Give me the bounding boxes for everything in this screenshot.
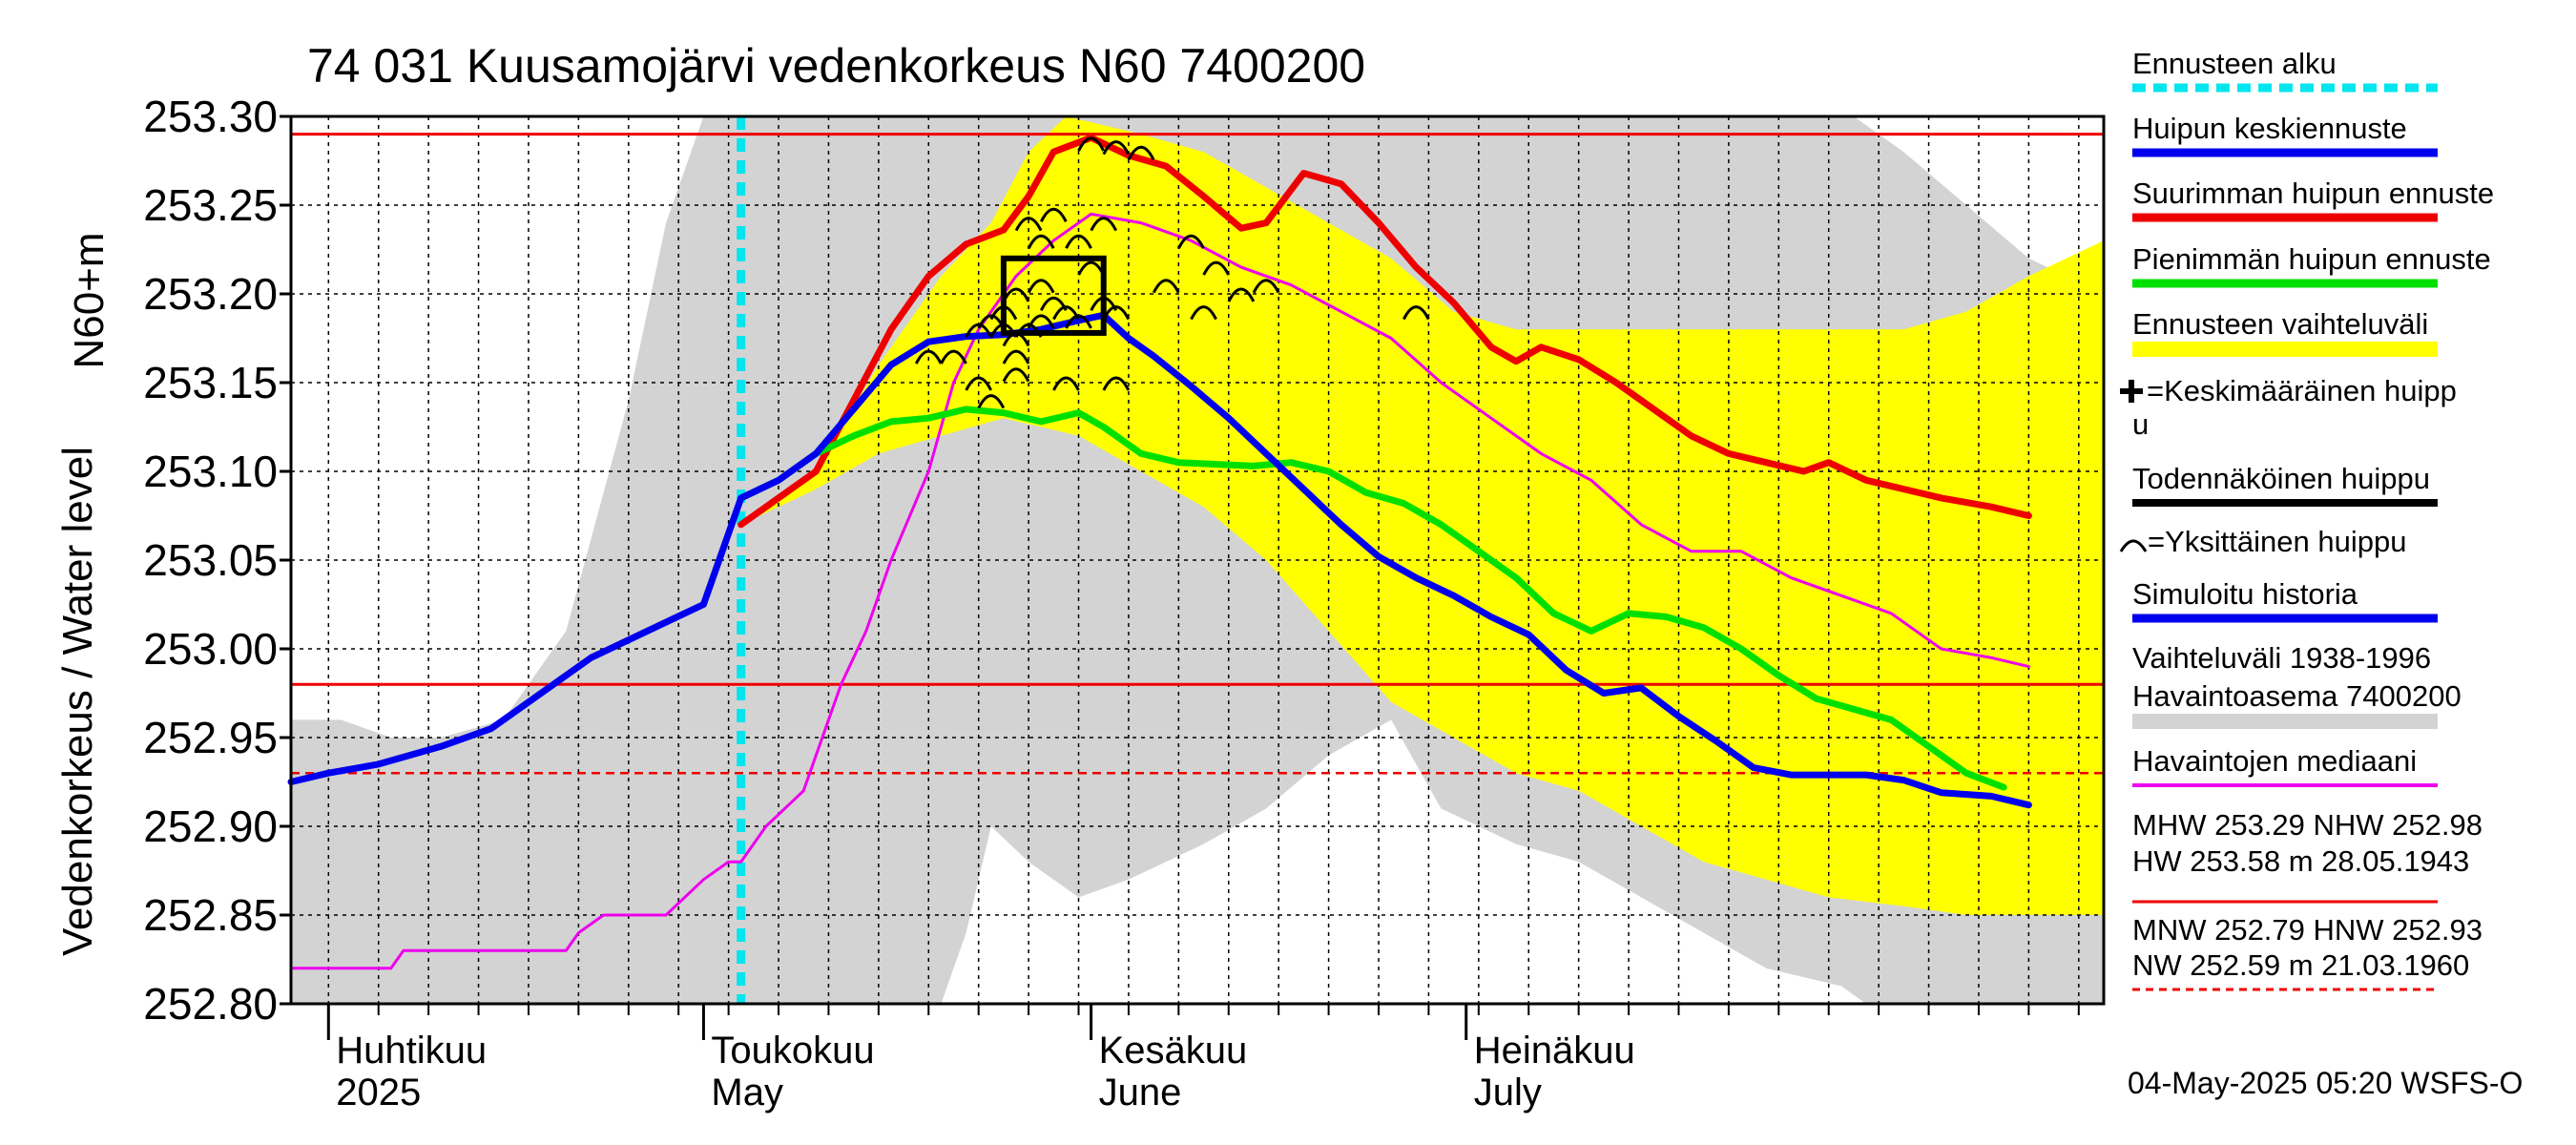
y-axis-label: Vedenkorkeus / Water level bbox=[54, 447, 101, 956]
series-line-havaintojen-mediaani bbox=[289, 212, 2030, 970]
y-tick-label: 253.15 bbox=[143, 358, 278, 407]
legend-label-mhw-nhw: MHW 253.29 NHW 252.98 bbox=[2132, 808, 2483, 842]
individual-peak-marker bbox=[1190, 305, 1217, 321]
individual-peak-marker bbox=[1065, 314, 1092, 329]
y-tick-labels: 253.30 253.25 253.20 253.15 253.10 253.05 253.… bbox=[143, 92, 278, 1029]
legend-swatch-historical-range bbox=[2132, 714, 2438, 729]
legend-label-hw: HW 253.58 m 28.05.1943 bbox=[2132, 844, 2469, 878]
chart-title: 74 031 Kuusamojärvi vedenkorkeus N60 740… bbox=[307, 39, 1365, 93]
legend-label-probable-peak: Todennäköinen huippu bbox=[2132, 462, 2430, 495]
individual-peak-marker bbox=[1077, 136, 1105, 152]
legend: Ennusteen alku Huipun keskiennuste Suurimm… bbox=[2119, 47, 2494, 991]
legend-label-nw: NW 252.59 m 21.03.1960 bbox=[2132, 948, 2469, 982]
legend-label-simulated-history: Simuloitu historia bbox=[2132, 577, 2358, 611]
individual-peak-marker bbox=[1152, 279, 1180, 294]
arch-icon bbox=[2119, 539, 2148, 552]
individual-peak-marker bbox=[1102, 376, 1131, 391]
legend-label-forecast-range: Ennusteen vaihteluväli bbox=[2132, 307, 2428, 341]
axes bbox=[280, 114, 2106, 1040]
footer-timestamp: 04-May-2025 05:20 WSFS-O bbox=[2128, 1066, 2523, 1100]
y-tick-label: 252.95 bbox=[143, 713, 278, 762]
month-label-fi: Huhtikuu bbox=[336, 1030, 487, 1072]
individual-peak-marker bbox=[914, 349, 943, 364]
legend-label-historical-range: Vaihteluväli 1938-1996 bbox=[2132, 641, 2431, 675]
month-label-fi: Heinäkuu bbox=[1474, 1030, 1635, 1072]
individual-peak-marker bbox=[1065, 234, 1092, 249]
y-tick-label: 253.25 bbox=[143, 180, 278, 230]
series-lines bbox=[287, 134, 2032, 970]
legend-label-individual-peak: =Yksittäinen huippu bbox=[2148, 525, 2406, 558]
y-tick-label: 252.90 bbox=[143, 802, 278, 851]
probable-peak-box bbox=[1000, 255, 1107, 336]
legend-label-mnw-hnw: MNW 252.79 HNW 252.93 bbox=[2132, 913, 2483, 947]
month-label-en: July bbox=[1474, 1072, 1542, 1114]
individual-peak-marker bbox=[1227, 287, 1256, 302]
individual-peak-marker bbox=[1027, 234, 1055, 249]
individual-peak-marker bbox=[1039, 296, 1068, 311]
individual-peak-marker bbox=[977, 394, 1006, 409]
individual-peak-marker bbox=[1052, 376, 1080, 391]
y-tick-label: 252.85 bbox=[143, 890, 278, 940]
month-label-en: June bbox=[1099, 1072, 1182, 1114]
individual-peak-marker bbox=[1202, 260, 1231, 276]
plus-icon bbox=[2120, 380, 2143, 403]
month-label-en: May bbox=[711, 1072, 783, 1114]
month-label-fi: Kesäkuu bbox=[1099, 1030, 1248, 1072]
legend-label-max-peak-forecast: Suurimman huipun ennuste bbox=[2132, 177, 2494, 210]
individual-peak-marker bbox=[1039, 207, 1068, 222]
y-tick-label: 252.80 bbox=[143, 979, 278, 1029]
y-tick-label: 253.10 bbox=[143, 447, 278, 496]
series-line-pienimmän-huipun-ennuste bbox=[737, 406, 2007, 791]
individual-peak-marker bbox=[965, 376, 993, 391]
legend-label-forecast-start: Ennusteen alku bbox=[2132, 47, 2337, 80]
y-tick-label: 253.00 bbox=[143, 624, 278, 674]
individual-peak-marker bbox=[1102, 140, 1131, 156]
y-tick-label: 253.30 bbox=[143, 92, 278, 141]
legend-label-average-peak-wrap: u bbox=[2132, 407, 2149, 441]
probable-peak-rect bbox=[1000, 255, 1107, 336]
series-line-simuloitu-historia bbox=[287, 494, 745, 785]
legend-label-mean-peak-forecast: Huipun keskiennuste bbox=[2132, 112, 2407, 145]
legend-label-station: Havaintoasema 7400200 bbox=[2132, 679, 2462, 713]
legend-label-observed-median: Havaintojen mediaani bbox=[2132, 744, 2417, 778]
individual-peak-marker bbox=[1027, 314, 1055, 329]
month-label-fi: Toukokuu bbox=[711, 1030, 874, 1072]
individual-peak-marker bbox=[1002, 367, 1030, 383]
month-label-en: 2025 bbox=[336, 1072, 421, 1114]
individual-peak-marker bbox=[940, 349, 967, 364]
individual-peak-marker bbox=[1002, 349, 1030, 364]
individual-peak-marker bbox=[1127, 145, 1155, 160]
y-tick-label: 253.20 bbox=[143, 269, 278, 319]
series-line-suurimman-huipun-ennuste bbox=[737, 134, 2032, 529]
individual-peak-marker bbox=[1402, 305, 1430, 321]
individual-peak-marker bbox=[1014, 217, 1043, 232]
individual-peak-marker bbox=[965, 323, 993, 338]
individual-peak-marker bbox=[1177, 234, 1205, 249]
individual-peak-marker bbox=[1027, 279, 1055, 294]
legend-swatch-forecast-range bbox=[2132, 342, 2438, 357]
individual-peak-marker bbox=[1090, 217, 1118, 232]
y-axis-unit-label: N60+m bbox=[66, 232, 113, 368]
individual-peak-marker bbox=[1252, 279, 1280, 294]
y-tick-label: 253.05 bbox=[143, 535, 278, 585]
legend-label-average-peak: =Keskimääräinen huipp bbox=[2147, 374, 2457, 407]
legend-label-min-peak-forecast: Pienimmän huipun ennuste bbox=[2132, 242, 2491, 276]
series-line-huipun-keskiennuste bbox=[737, 311, 2032, 809]
